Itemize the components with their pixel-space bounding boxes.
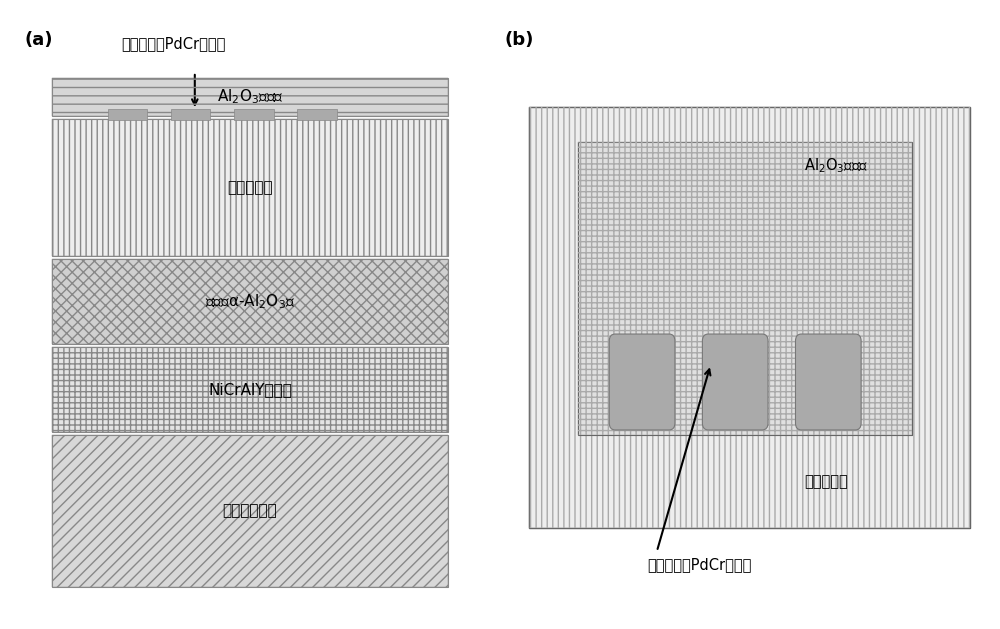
- Bar: [52, 119, 448, 256]
- Bar: [52, 78, 448, 116]
- Text: Al$_2$O$_3$保护层: Al$_2$O$_3$保护层: [804, 156, 868, 175]
- Bar: [52, 259, 448, 344]
- Bar: [171, 109, 210, 120]
- Bar: [52, 347, 448, 431]
- Text: 镖基合金基底: 镖基合金基底: [223, 503, 277, 518]
- Bar: [529, 107, 970, 528]
- Bar: [52, 119, 448, 256]
- Text: (b): (b): [505, 31, 534, 49]
- Bar: [52, 78, 448, 116]
- Bar: [578, 142, 912, 435]
- Bar: [52, 435, 448, 587]
- Bar: [108, 109, 147, 120]
- Bar: [52, 347, 448, 431]
- Text: 热氧化α-Al$_2$O$_3$层: 热氧化α-Al$_2$O$_3$层: [205, 292, 295, 311]
- Text: Al$_2$O$_3$保护层: Al$_2$O$_3$保护层: [217, 87, 283, 106]
- Text: 半桥式结构PdCr敏感层: 半桥式结构PdCr敏感层: [121, 36, 226, 52]
- Bar: [52, 435, 448, 587]
- Text: 组合绣缘层: 组合绣缘层: [804, 474, 848, 489]
- Bar: [578, 142, 912, 435]
- FancyBboxPatch shape: [609, 334, 675, 430]
- Text: NiCrAlY过渡层: NiCrAlY过渡层: [208, 382, 292, 397]
- FancyBboxPatch shape: [702, 334, 768, 430]
- FancyBboxPatch shape: [795, 334, 861, 430]
- Bar: [234, 109, 274, 120]
- Bar: [297, 109, 337, 120]
- Bar: [52, 259, 448, 344]
- Text: 半桥式结构PdCr敏感层: 半桥式结构PdCr敏感层: [647, 557, 751, 572]
- Bar: [529, 107, 970, 528]
- Text: 组合绣缘层: 组合绣缘层: [227, 180, 273, 195]
- Text: (a): (a): [25, 31, 53, 49]
